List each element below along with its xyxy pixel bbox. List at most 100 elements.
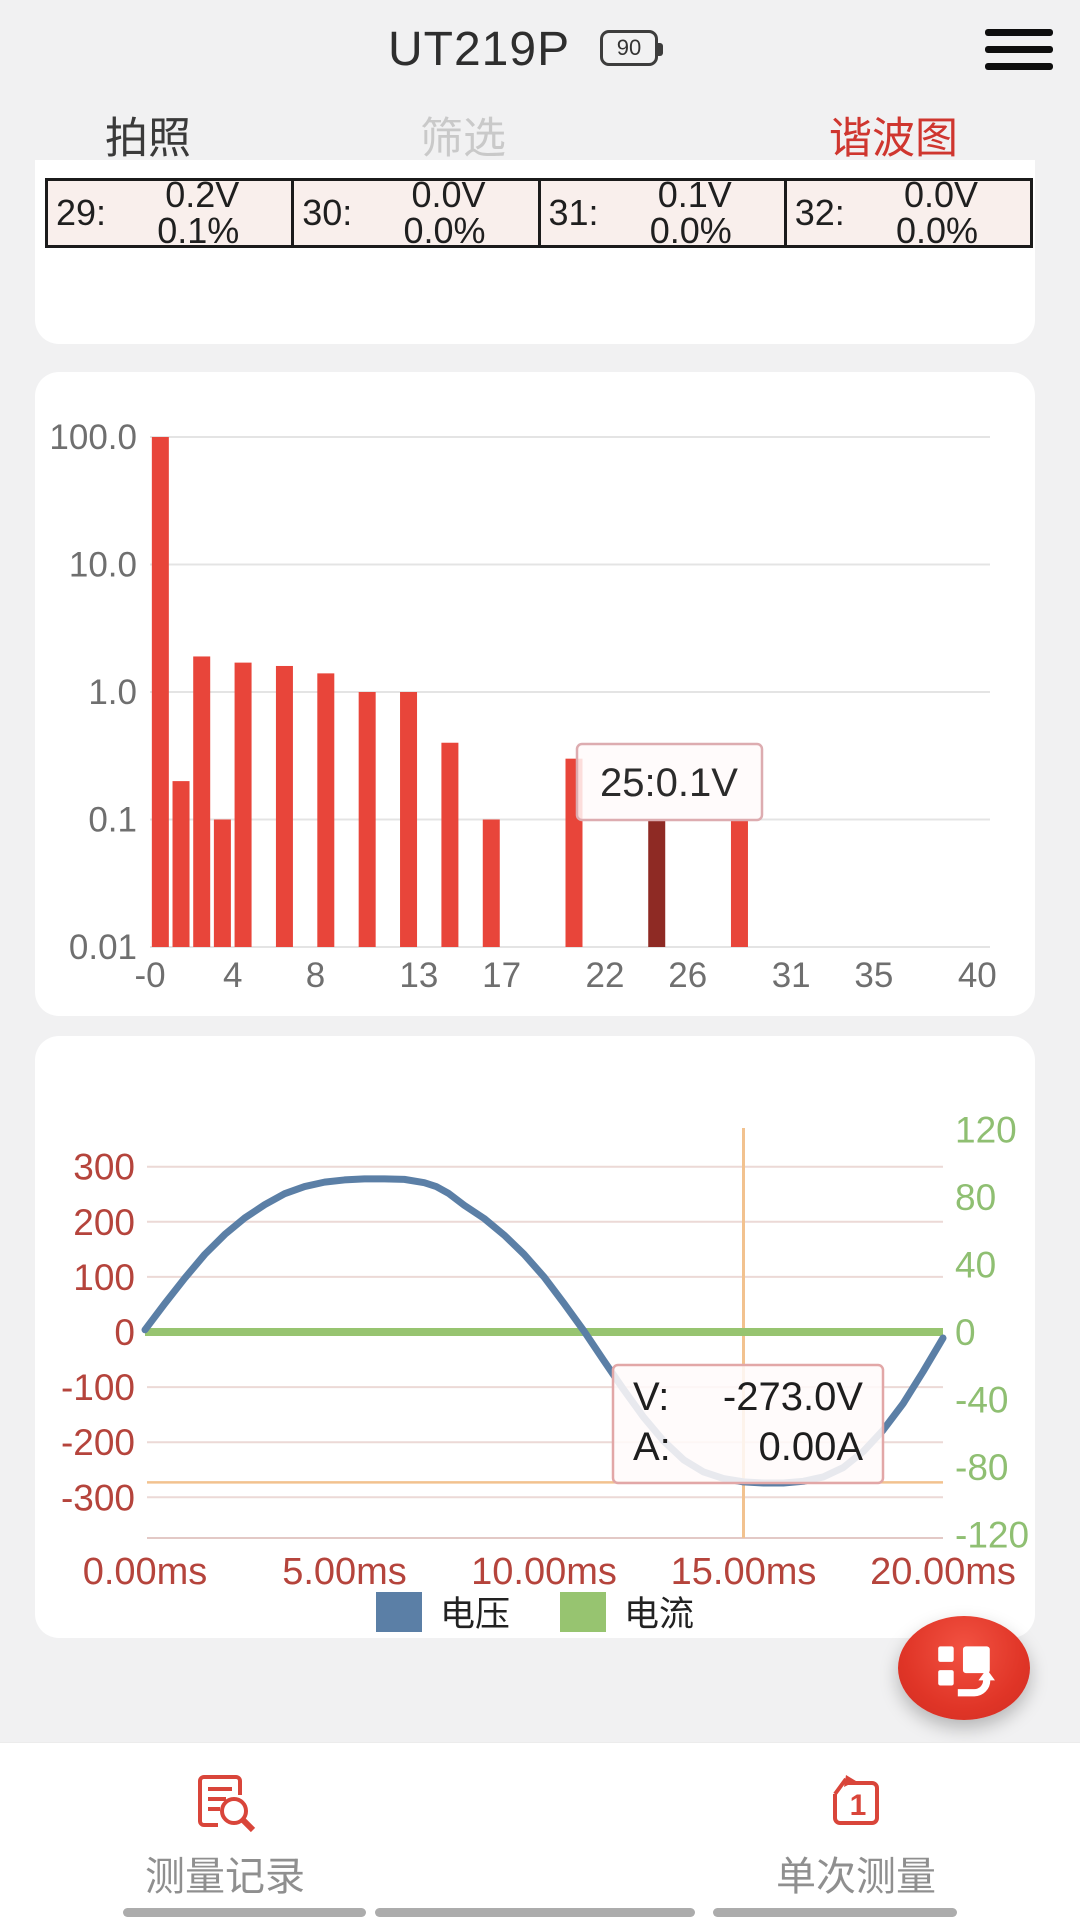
bottom-indicator-segment-left bbox=[123, 1908, 366, 1917]
voltage-axis-label: 0 bbox=[114, 1312, 135, 1353]
battery-icon: 90 bbox=[600, 30, 663, 66]
harmonic-voltage: 0.1V bbox=[657, 174, 732, 215]
bar-harmonic[interactable] bbox=[358, 692, 376, 947]
legend-current: 电流 bbox=[560, 1586, 694, 1637]
voltage-axis-label: 100 bbox=[73, 1257, 135, 1298]
bar-harmonic[interactable] bbox=[151, 437, 169, 947]
current-axis-label: -120 bbox=[955, 1514, 1029, 1555]
time-axis-label: 15.00ms bbox=[671, 1551, 817, 1593]
bottom-nav: 测量记录 1 单次测量 bbox=[0, 1742, 1080, 1920]
voltage-axis-label: -100 bbox=[61, 1367, 135, 1408]
harmonics-table-card: 29: 0.2V 0.1% 30: 0.0V 0.0% 31: 0.1V 0.0% 3… bbox=[35, 160, 1035, 344]
time-axis-label: 0.00ms bbox=[83, 1551, 208, 1593]
nav-measure-records[interactable]: 测量记录 bbox=[75, 1743, 375, 1902]
battery-percentage: 90 bbox=[616, 35, 642, 60]
y-axis-tick-label: 100.0 bbox=[49, 418, 137, 457]
waveform-chart-card: 300 200 100 0 -100 -200 -300 120 80 40 0 -40 -80 -120… bbox=[35, 1036, 1035, 1638]
harmonic-cell-30: 30: 0.0V 0.0% bbox=[294, 177, 541, 249]
harmonic-cell-32: 32: 0.0V 0.0% bbox=[787, 177, 1030, 249]
current-axis-label: 80 bbox=[955, 1177, 996, 1218]
harmonic-index: 30: bbox=[302, 192, 353, 233]
bar-harmonic[interactable] bbox=[482, 819, 500, 948]
current-axis-label: -80 bbox=[955, 1447, 1008, 1488]
bar-harmonic-selected[interactable] bbox=[648, 819, 666, 948]
grid-chart-icon bbox=[938, 1646, 995, 1697]
bottom-indicator-segment-right bbox=[713, 1908, 957, 1917]
chart-switch-fab[interactable] bbox=[898, 1616, 1030, 1720]
legend-voltage: 电压 bbox=[375, 1586, 510, 1637]
current-label: 电流 bbox=[624, 1595, 695, 1634]
bar-harmonic[interactable] bbox=[275, 665, 293, 947]
tab-filter[interactable]: 筛选 bbox=[420, 115, 506, 163]
y-axis-tick-label: 1.0 bbox=[88, 673, 137, 712]
voltage-axis-label: -200 bbox=[61, 1422, 135, 1463]
wave-tooltip-label: V: bbox=[633, 1375, 669, 1419]
time-axis-label: 5.00ms bbox=[282, 1551, 407, 1593]
harmonic-percent: 0.0% bbox=[403, 210, 486, 251]
tab-photo[interactable]: 拍照 bbox=[105, 115, 191, 163]
waveform-chart[interactable]: 300 200 100 0 -100 -200 -300 120 80 40 0 -40 -80 -120… bbox=[35, 1036, 1035, 1638]
x-axis-tick-label: 17 bbox=[482, 956, 521, 995]
x-axis-tick-label: 22 bbox=[586, 956, 625, 995]
x-axis-tick-label: -0 bbox=[134, 956, 165, 995]
current-axis-label: -40 bbox=[955, 1379, 1008, 1420]
y-axis-tick-label: 10.0 bbox=[69, 546, 137, 585]
x-axis-tick-label: 31 bbox=[772, 956, 811, 995]
waveform-legend: 电压 电流 bbox=[35, 1586, 1035, 1637]
single-measure-label: 单次测量 bbox=[776, 1855, 936, 1899]
x-axis-tick-label: 40 bbox=[958, 956, 997, 995]
page-title: UT219P bbox=[388, 23, 571, 76]
menu-icon[interactable] bbox=[985, 29, 1053, 71]
voltage-swatch bbox=[375, 1591, 422, 1632]
current-swatch bbox=[560, 1591, 606, 1632]
harmonic-voltage: 0.2V bbox=[165, 174, 240, 215]
bar-harmonic[interactable] bbox=[213, 819, 231, 948]
harmonic-voltage: 0.0V bbox=[411, 174, 486, 215]
y-axis-tick-label: 0.01 bbox=[69, 928, 137, 967]
bar-harmonic[interactable] bbox=[234, 662, 252, 947]
bar-harmonic[interactable] bbox=[317, 673, 335, 947]
wave-tooltip-value: 0.00A bbox=[758, 1425, 863, 1469]
time-axis-label: 20.00ms bbox=[870, 1551, 1016, 1593]
records-label: 测量记录 bbox=[145, 1855, 305, 1899]
wave-tooltip-box bbox=[611, 1363, 885, 1485]
harmonic-percent: 0.1% bbox=[157, 210, 240, 251]
bar-tooltip-text: 25:0.1V bbox=[600, 761, 738, 805]
bar-harmonic[interactable] bbox=[400, 692, 418, 947]
x-axis-tick-label: 8 bbox=[306, 956, 325, 995]
current-axis-label: 40 bbox=[955, 1245, 996, 1286]
x-axis-tick-label: 13 bbox=[399, 956, 438, 995]
time-axis-label: 10.00ms bbox=[471, 1551, 617, 1593]
harmonic-cell-29: 29: 0.2V 0.1% bbox=[48, 177, 295, 249]
bottom-indicator-segment-center bbox=[375, 1908, 695, 1917]
bar-harmonic[interactable] bbox=[730, 819, 748, 948]
voltage-label: 电压 bbox=[439, 1595, 510, 1634]
nav-single-measure[interactable]: 1 单次测量 bbox=[706, 1743, 1006, 1902]
harmonic-index: 29: bbox=[56, 192, 107, 233]
y-axis-tick-label: 0.1 bbox=[88, 801, 137, 840]
wave-tooltip-value: -273.0V bbox=[723, 1375, 863, 1419]
bar-harmonic[interactable] bbox=[172, 781, 190, 947]
bar-harmonic[interactable] bbox=[193, 656, 211, 947]
bar-tooltip-box bbox=[575, 742, 764, 822]
harmonics-row[interactable]: 29: 0.2V 0.1% 30: 0.0V 0.0% 31: 0.1V 0.0% 3… bbox=[45, 177, 1033, 249]
tab-harmonics[interactable]: 谐波图 bbox=[829, 115, 958, 163]
x-axis-tick-label: 4 bbox=[223, 956, 242, 995]
harmonic-cell-31: 31: 0.1V 0.0% bbox=[541, 177, 787, 249]
wave-tooltip-label: A: bbox=[633, 1425, 671, 1469]
voltage-axis-label: -300 bbox=[61, 1477, 135, 1518]
harmonic-percent: 0.0% bbox=[895, 210, 978, 251]
harmonic-index: 32: bbox=[794, 192, 845, 233]
svg-text:1: 1 bbox=[850, 1789, 867, 1822]
voltage-axis-label: 300 bbox=[73, 1147, 135, 1188]
voltage-axis-label: 200 bbox=[73, 1202, 135, 1243]
harmonic-percent: 0.0% bbox=[649, 210, 732, 251]
records-search-icon bbox=[198, 1775, 256, 1833]
single-measure-icon: 1 bbox=[833, 1775, 879, 1825]
x-axis-tick-label: 26 bbox=[668, 956, 707, 995]
harmonic-bar-chart-card: 100.0 10.0 1.0 0.1 0.01 -0 4 8 13 17 22 26 31 35 40 25:… bbox=[35, 372, 1035, 1016]
harmonic-index: 31: bbox=[548, 192, 599, 233]
bar-harmonic[interactable] bbox=[441, 742, 459, 947]
harmonic-bar-chart[interactable]: 100.0 10.0 1.0 0.1 0.01-0 4 8 13 17 22 26 31 35 40 25:… bbox=[35, 372, 1035, 1016]
